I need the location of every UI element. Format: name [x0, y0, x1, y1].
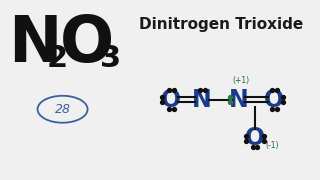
- Text: 28: 28: [54, 103, 70, 116]
- Text: 3: 3: [100, 44, 121, 73]
- Text: N: N: [192, 88, 212, 112]
- Text: N: N: [229, 88, 249, 112]
- Text: O: O: [264, 88, 284, 112]
- Text: (-1): (-1): [266, 141, 279, 150]
- Text: O: O: [60, 13, 114, 75]
- Text: (+1): (+1): [232, 76, 249, 85]
- Text: O: O: [245, 126, 265, 150]
- Text: N: N: [8, 13, 61, 75]
- Text: Dinitrogen Trioxide: Dinitrogen Trioxide: [139, 17, 303, 32]
- Text: O: O: [161, 88, 181, 112]
- Text: 2: 2: [46, 44, 67, 73]
